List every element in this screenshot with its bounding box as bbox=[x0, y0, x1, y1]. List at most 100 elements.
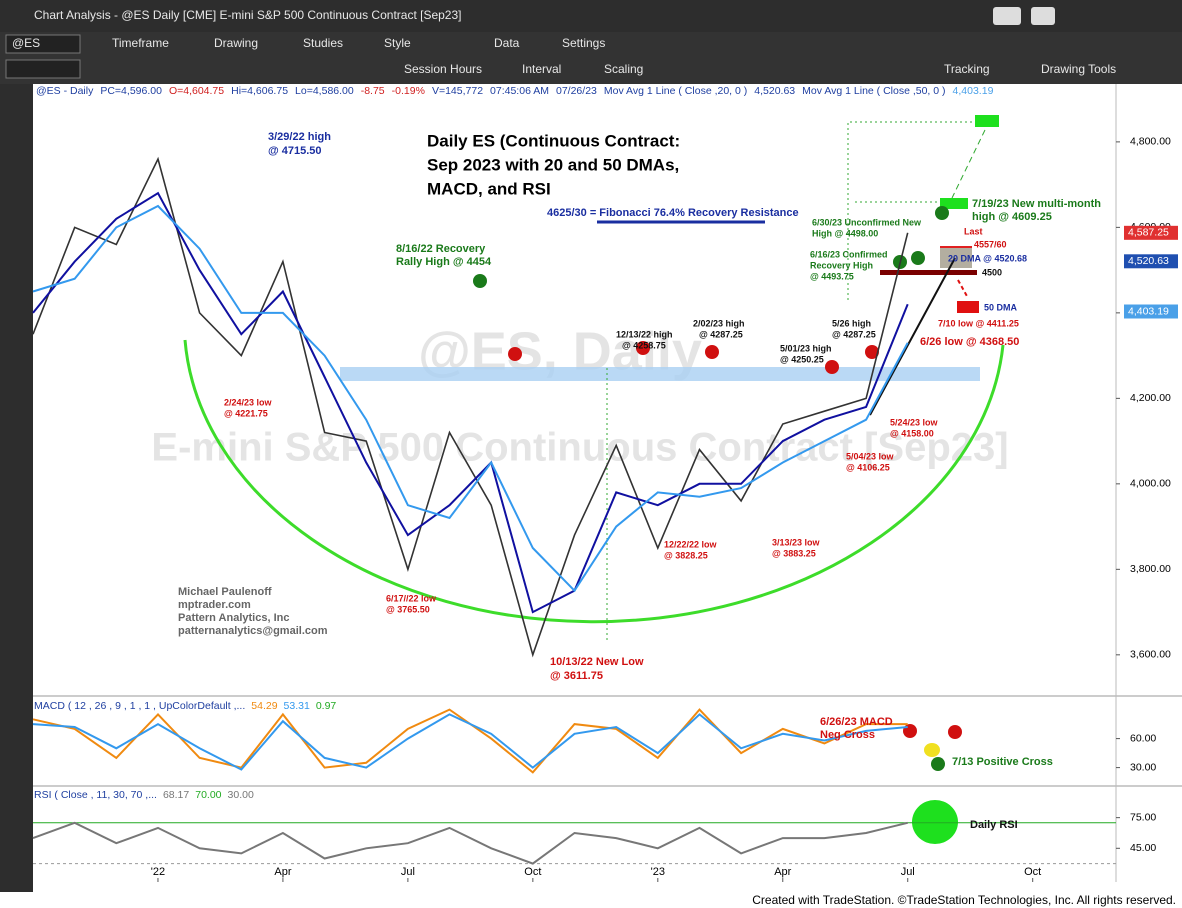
status-item: 07/26/23 bbox=[556, 85, 597, 97]
study-value: 53.31 bbox=[284, 700, 310, 712]
annotation: 2/24/23 low bbox=[224, 397, 273, 407]
series-line bbox=[32, 191, 909, 614]
study-value: 54.29 bbox=[251, 700, 277, 712]
annotation: @ 4158.00 bbox=[890, 428, 934, 438]
x-tick-label: Oct bbox=[524, 866, 541, 878]
study-legend: RSI ( Close , 11, 30, 70 ,... 68.17 70.00 3… bbox=[34, 789, 254, 801]
annotation: @ 4715.50 bbox=[268, 145, 322, 157]
series-line bbox=[32, 821, 908, 865]
annotation: 6/30/23 Unconfirmed New bbox=[812, 217, 922, 227]
annotation: 12/22/22 low bbox=[664, 539, 718, 549]
status-line: @ES - Daily PC=4,596.00 O=4,604.75 Hi=4,606… bbox=[36, 85, 994, 97]
study-legend: MACD ( 12 , 26 , 9 , 1 , 1 , UpColorDefa… bbox=[34, 700, 336, 712]
bowl-arc bbox=[183, 339, 1005, 624]
rsi-highlight bbox=[912, 800, 958, 844]
annotation: 8/16/22 Recovery bbox=[396, 243, 486, 255]
signal-icon bbox=[931, 757, 945, 771]
chart-title: Sep 2023 with 20 and 50 DMAs, bbox=[427, 155, 679, 174]
annotation: @ 4221.75 bbox=[224, 408, 268, 418]
annotation: 5/26 high bbox=[832, 318, 871, 328]
status-item: Hi=4,606.75 bbox=[231, 85, 288, 97]
status-item: 4,403.19 bbox=[953, 85, 994, 97]
status-item: -0.19% bbox=[392, 85, 425, 97]
signal-icons bbox=[473, 206, 962, 771]
annotation: Rally High @ 4454 bbox=[396, 256, 492, 268]
annotation: 4557/60 bbox=[974, 239, 1007, 249]
toolbar-button[interactable]: Session Hours bbox=[404, 62, 482, 76]
toolbar-button[interactable]: Tracking bbox=[944, 62, 990, 76]
annotation: @ 3765.50 bbox=[386, 604, 430, 614]
price-flag bbox=[1124, 254, 1178, 269]
footer: Created with TradeStation. ©TradeStation… bbox=[752, 893, 1176, 907]
s-button[interactable] bbox=[993, 7, 1021, 25]
annotation: Daily RSI bbox=[970, 819, 1018, 831]
annotation: Recovery High bbox=[810, 260, 873, 270]
toolbar bbox=[0, 32, 1182, 84]
dma-box bbox=[957, 301, 979, 313]
lock-button[interactable] bbox=[1031, 7, 1055, 25]
arrow bbox=[957, 279, 969, 299]
status-item: Mov Avg 1 Line ( Close ,50, 0 ) bbox=[802, 85, 945, 97]
annotation: 20 DMA @ 4520.68 bbox=[948, 253, 1027, 263]
study-value: 70.00 bbox=[195, 789, 221, 801]
chart-title: MACD, and RSI bbox=[427, 179, 551, 198]
annotation: @ 4258.75 bbox=[622, 340, 666, 350]
annotation: @ 3883.25 bbox=[772, 548, 816, 558]
toolbar-button[interactable]: Scaling bbox=[604, 62, 643, 76]
toolbar-button[interactable]: Drawing Tools bbox=[1041, 62, 1116, 76]
study-name: MACD ( 12 , 26 , 9 , 1 , 1 , UpColorDefa… bbox=[34, 700, 245, 712]
annotation: @ 4493.75 bbox=[810, 271, 854, 281]
annotation: High @ 4498.00 bbox=[812, 228, 878, 238]
signal-icon bbox=[865, 345, 879, 359]
annotation: 5/04/23 low bbox=[846, 451, 895, 461]
title-bar bbox=[0, 0, 1182, 32]
annotation: mptrader.com bbox=[178, 599, 251, 611]
annotation: patternanalytics@gmail.com bbox=[178, 625, 328, 637]
window-title: Chart Analysis - @ES Daily [CME] E-mini … bbox=[34, 8, 461, 22]
annotation: 50 DMA bbox=[984, 302, 1018, 312]
annotation: 5/24/23 low bbox=[890, 417, 939, 427]
trend-line bbox=[869, 257, 956, 416]
x-tick-label: Jul bbox=[901, 866, 915, 878]
x-tick-label: '22 bbox=[151, 866, 165, 878]
zone-box bbox=[940, 247, 972, 268]
toolbar-button[interactable]: Studies bbox=[303, 36, 343, 50]
annotation: 7/13 Positive Cross bbox=[952, 756, 1053, 768]
x-tick-label: '23 bbox=[651, 866, 665, 878]
toolbar-button[interactable]: Style bbox=[384, 36, 411, 50]
signal-icon bbox=[508, 347, 522, 361]
annotation: @ 4287.25 bbox=[699, 329, 743, 339]
annotation: 2/02/23 high bbox=[693, 318, 745, 328]
annotation: 6/16/23 Confirmed bbox=[810, 249, 888, 259]
status-item: Mov Avg 1 Line ( Close ,20, 0 ) bbox=[604, 85, 747, 97]
annotation: 7/19/23 New multi-month bbox=[972, 198, 1101, 210]
y-tick-label: 3,600.00 bbox=[1130, 649, 1171, 661]
y-tick-label: 45.00 bbox=[1130, 842, 1156, 854]
footer-bar bbox=[0, 892, 1182, 908]
annotation: 4500 bbox=[982, 267, 1002, 277]
status-item: PC=4,596.00 bbox=[100, 85, 162, 97]
toolbar-button[interactable]: Data bbox=[494, 36, 520, 50]
x-tick-label: Apr bbox=[774, 866, 791, 878]
symbol-box[interactable] bbox=[5, 34, 81, 54]
signal-icon bbox=[473, 274, 487, 288]
chart-title: Daily ES (Continuous Contract: bbox=[427, 131, 680, 150]
study-name: RSI ( Close , 11, 30, 70 ,... bbox=[34, 789, 157, 801]
annotation: @ 4287.25 bbox=[832, 329, 876, 339]
annotation: @ 3611.75 bbox=[550, 670, 603, 682]
signal-icon bbox=[911, 251, 925, 265]
status-item: Lo=4,586.00 bbox=[295, 85, 354, 97]
macd-highlight bbox=[924, 743, 940, 757]
toolbar-button[interactable]: Interval bbox=[522, 62, 561, 76]
annotation: 4625/30 = Fibonacci 76.4% Recovery Resis… bbox=[547, 207, 799, 219]
annotation: Neg Cross bbox=[820, 729, 875, 741]
toolbar-button[interactable]: Drawing bbox=[214, 36, 258, 50]
toolbar-button[interactable]: Settings bbox=[562, 36, 605, 50]
annotation: 6/26/23 MACD bbox=[820, 716, 893, 728]
status-item: O=4,604.75 bbox=[169, 85, 224, 97]
study-value: 0.97 bbox=[316, 700, 337, 712]
toolbar-button[interactable]: Timeframe bbox=[112, 36, 169, 50]
support-bar bbox=[880, 270, 977, 275]
interval-box[interactable] bbox=[5, 59, 81, 79]
